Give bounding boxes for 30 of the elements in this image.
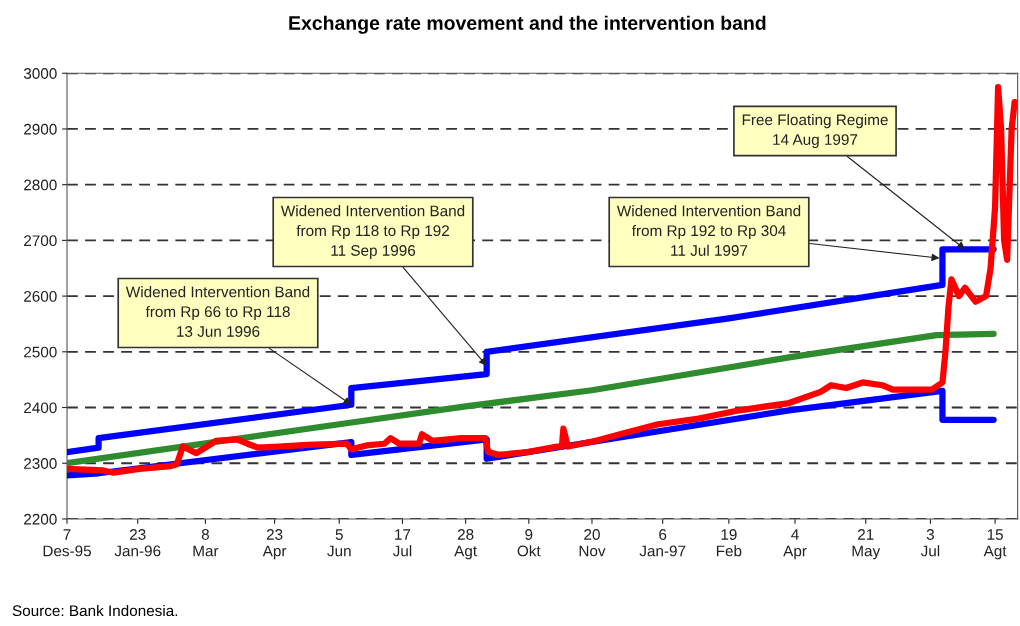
x-tick-label: 8 Mar — [193, 529, 219, 557]
x-tick-label: 21 May — [852, 529, 881, 560]
x-tick-label: 3 Jul — [920, 529, 940, 557]
x-tick-label: 9 Okt — [517, 529, 541, 557]
x-tick-label: 15 Agt — [983, 529, 1007, 560]
x-tick-label: 28 Agt — [454, 529, 477, 560]
x-tick-label: 23 Apr — [262, 529, 287, 560]
x-tick-label: 23 Jan-96 — [114, 529, 161, 557]
y-tick-label: 2200 — [24, 513, 57, 525]
x-tick-label: 5 Jun — [327, 529, 351, 557]
x-tick-label: 20 Nov — [579, 529, 606, 557]
annotation: Widened Intervention Band from Rp 118 to Rp 192 11 Sep 1996 — [280, 205, 465, 259]
chart-title: Exchange rate movement and the intervention band — [289, 15, 766, 34]
y-tick-label: 2400 — [24, 402, 57, 414]
y-tick-label: 2700 — [24, 235, 57, 247]
y-tick-label: 2800 — [24, 179, 57, 191]
x-tick-label: 4 Apr — [783, 529, 807, 560]
y-tick-label: 2900 — [24, 123, 57, 135]
annotation: Widened Intervention Band from Rp 66 to Rp 118 13 Jun 1996 — [125, 286, 310, 337]
annotation: Widened Intervention Band from Rp 192 to Rp 304 11 Jul 1997 — [616, 205, 801, 256]
source-note: Source: Bank Indonesia. — [12, 604, 178, 617]
y-tick-label: 3000 — [23, 68, 57, 79]
x-tick-label: 7 Des-95 — [43, 529, 91, 557]
x-tick-label: 19 Feb — [716, 529, 742, 557]
x-tick-label: 17 Jul — [392, 529, 412, 557]
annotation: Free Floating Regime 14 Aug 1997 — [742, 113, 888, 149]
y-tick-label: 2300 — [24, 458, 57, 469]
x-tick-label: 6 Jan-97 — [639, 529, 686, 557]
y-tick-label: 2500 — [24, 346, 57, 358]
y-tick-label: 2600 — [24, 290, 57, 302]
